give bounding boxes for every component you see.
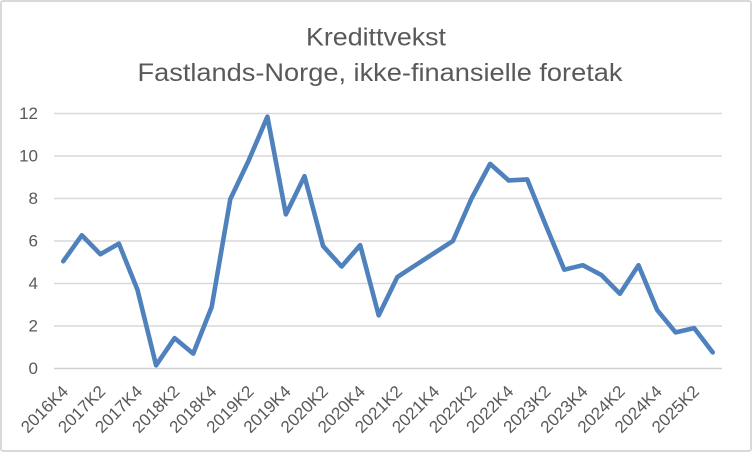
svg-text:10: 10 — [19, 147, 38, 166]
svg-text:4: 4 — [29, 274, 38, 293]
svg-text:6: 6 — [29, 232, 38, 251]
svg-text:12: 12 — [19, 104, 38, 123]
svg-text:Kredittvekst: Kredittvekst — [306, 24, 446, 52]
svg-text:Fastlands-Norge, ikke-finansie: Fastlands-Norge, ikke-finansielle foreta… — [138, 59, 624, 87]
svg-text:8: 8 — [29, 189, 38, 208]
svg-text:0: 0 — [29, 359, 38, 378]
svg-text:2: 2 — [29, 317, 38, 336]
